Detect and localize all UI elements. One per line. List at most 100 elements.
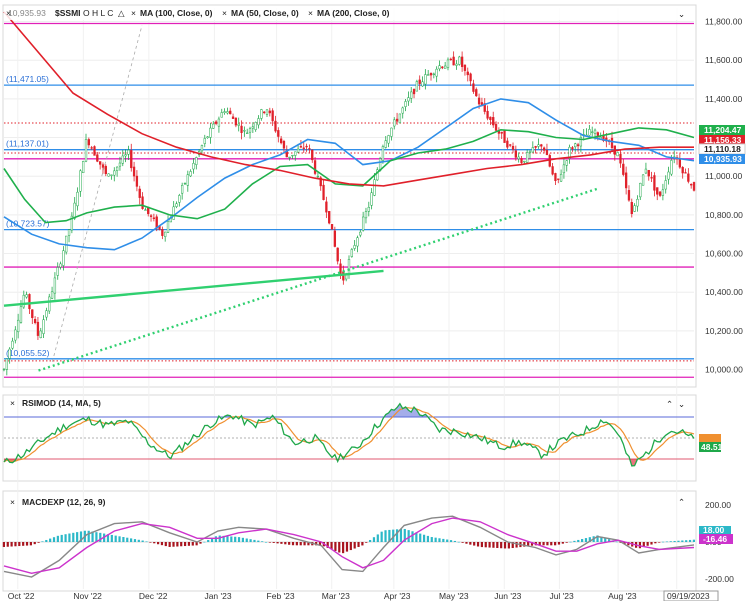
candle-body (166, 221, 170, 233)
macd-histogram-bar (64, 534, 67, 542)
macd-histogram-bar (384, 530, 387, 542)
macd-histogram-bar (14, 542, 17, 547)
candle-body (494, 124, 498, 131)
candle-body (650, 177, 653, 179)
macd-histogram-bar (685, 540, 688, 542)
y-tick-label: 10,200.00 (705, 326, 743, 336)
collapse-chevron-icon[interactable]: ⌄ (678, 9, 685, 19)
close-x-icon[interactable]: × (6, 8, 11, 18)
candle-body (622, 163, 625, 175)
macd-histogram-bar (68, 533, 71, 542)
close-x-icon[interactable]: × (10, 497, 15, 507)
macd-histogram-bar (465, 542, 468, 544)
macd-histogram-bar (600, 536, 603, 542)
macd-histogram-bar (203, 541, 206, 543)
macd-histogram-bar (588, 537, 591, 542)
macd-histogram-bar (581, 539, 584, 542)
candle-body (537, 144, 540, 147)
candle-body (591, 131, 594, 133)
macd-histogram-bar (507, 542, 510, 549)
candle-body (627, 190, 631, 201)
candle-body (574, 143, 577, 148)
macd-histogram-bar (99, 532, 102, 542)
candle-body (135, 175, 139, 187)
candle-body (263, 111, 266, 114)
macd-histogram-bar (646, 542, 649, 546)
macd-histogram-bar (419, 533, 422, 542)
close-x-icon[interactable]: × (10, 398, 15, 408)
macd-histogram-bar (37, 542, 40, 543)
macd-histogram-bar (469, 542, 472, 545)
delta-icon[interactable]: △ (118, 8, 125, 18)
macd-histogram-bar (573, 540, 576, 542)
macd-histogram-bar (326, 542, 329, 548)
candle-body (410, 91, 413, 99)
candle-body (443, 65, 447, 69)
candle-body (579, 137, 583, 147)
candle-body (246, 132, 249, 134)
collapse-chevron-icon[interactable]: ⌃ (666, 399, 673, 409)
symbol-label[interactable]: $SSMI (55, 8, 81, 18)
candle-body (248, 128, 252, 133)
candle-body (42, 319, 45, 334)
macd-histogram-bar (52, 537, 56, 542)
candle-body (619, 154, 622, 164)
collapse-chevron-icon[interactable]: ⌃ (678, 497, 685, 507)
candle-body (141, 196, 144, 209)
macd-histogram-bar (673, 540, 676, 542)
candle-body (520, 158, 523, 163)
y-tick-label: 10,000.00 (705, 365, 743, 375)
overlay-ma100-label[interactable]: MA (100, Close, 0) (140, 8, 213, 18)
candle-body (87, 139, 90, 146)
candle-body (523, 160, 526, 163)
candle-body (624, 172, 628, 189)
candle-body (291, 154, 294, 157)
macd-histogram-bar (160, 542, 164, 546)
candle-body (630, 202, 633, 214)
macd-histogram-bar (218, 535, 221, 542)
macd-histogram-bar (546, 542, 549, 546)
macd-histogram-bar (199, 542, 202, 544)
overlay-ma200-label[interactable]: MA (200, Close, 0) (317, 8, 390, 18)
candle-body (62, 250, 65, 266)
rsi-ma-tag-bg (699, 434, 721, 442)
macd-histogram-bar (25, 542, 29, 546)
candle-body (565, 160, 568, 166)
macd-histogram-bar (241, 537, 244, 542)
price-header-bg (4, 6, 692, 20)
candle-body (364, 211, 368, 219)
candle-body (45, 310, 48, 318)
candle-body (93, 146, 96, 156)
candle-body (279, 138, 283, 144)
candle-body (243, 130, 246, 132)
macd-histogram-bar (353, 542, 356, 549)
macd-histogram-bar (156, 542, 160, 545)
rsi-line (3, 402, 695, 467)
ohlc-label: O H L C (83, 8, 113, 18)
macd-histogram-bar (415, 532, 418, 542)
overlay-ma50-label[interactable]: MA (50, Close, 0) (231, 8, 299, 18)
candle-body (53, 277, 57, 294)
macd-histogram-bar (542, 542, 545, 546)
macd-histogram-bar (473, 542, 476, 546)
candle-body (656, 187, 659, 195)
candle-body (214, 121, 218, 124)
macd-histogram-bar (511, 542, 514, 549)
candle-body (466, 71, 469, 76)
expand-chevron-icon[interactable]: ⌄ (678, 399, 685, 409)
macd-histogram-bar (669, 541, 672, 542)
close-x-icon[interactable]: × (131, 8, 136, 18)
macd-histogram-bar (557, 542, 561, 545)
candle-body (616, 152, 619, 157)
close-x-icon[interactable]: × (222, 8, 227, 18)
close-x-icon[interactable]: × (308, 8, 313, 18)
candle-body (460, 56, 464, 67)
candle-body (254, 122, 257, 130)
macd-hist-tag-bg (699, 526, 731, 534)
candle-body (308, 148, 311, 150)
candle-body (2, 368, 6, 371)
candle-body (661, 189, 665, 196)
candle-body (217, 118, 221, 127)
candle-body (610, 137, 614, 149)
candle-body (328, 211, 331, 224)
